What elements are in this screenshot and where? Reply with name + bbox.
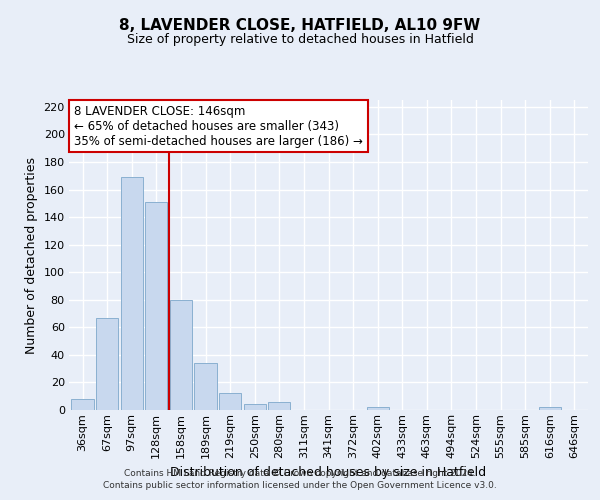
Bar (244, 404, 266, 410)
Bar (268, 402, 290, 410)
Bar (71, 399, 94, 410)
Bar (194, 363, 217, 410)
Bar (145, 202, 167, 410)
Bar (170, 300, 192, 410)
Text: Size of property relative to detached houses in Hatfield: Size of property relative to detached ho… (127, 32, 473, 46)
Text: Contains public sector information licensed under the Open Government Licence v3: Contains public sector information licen… (103, 481, 497, 490)
Bar (539, 407, 561, 410)
Bar (96, 318, 118, 410)
Text: 8, LAVENDER CLOSE, HATFIELD, AL10 9FW: 8, LAVENDER CLOSE, HATFIELD, AL10 9FW (119, 18, 481, 32)
Text: Contains HM Land Registry data © Crown copyright and database right 2024.: Contains HM Land Registry data © Crown c… (124, 468, 476, 477)
Bar (121, 177, 143, 410)
X-axis label: Distribution of detached houses by size in Hatfield: Distribution of detached houses by size … (170, 466, 487, 479)
Text: 8 LAVENDER CLOSE: 146sqm
← 65% of detached houses are smaller (343)
35% of semi-: 8 LAVENDER CLOSE: 146sqm ← 65% of detach… (74, 104, 363, 148)
Y-axis label: Number of detached properties: Number of detached properties (25, 156, 38, 354)
Bar (219, 394, 241, 410)
Bar (367, 407, 389, 410)
